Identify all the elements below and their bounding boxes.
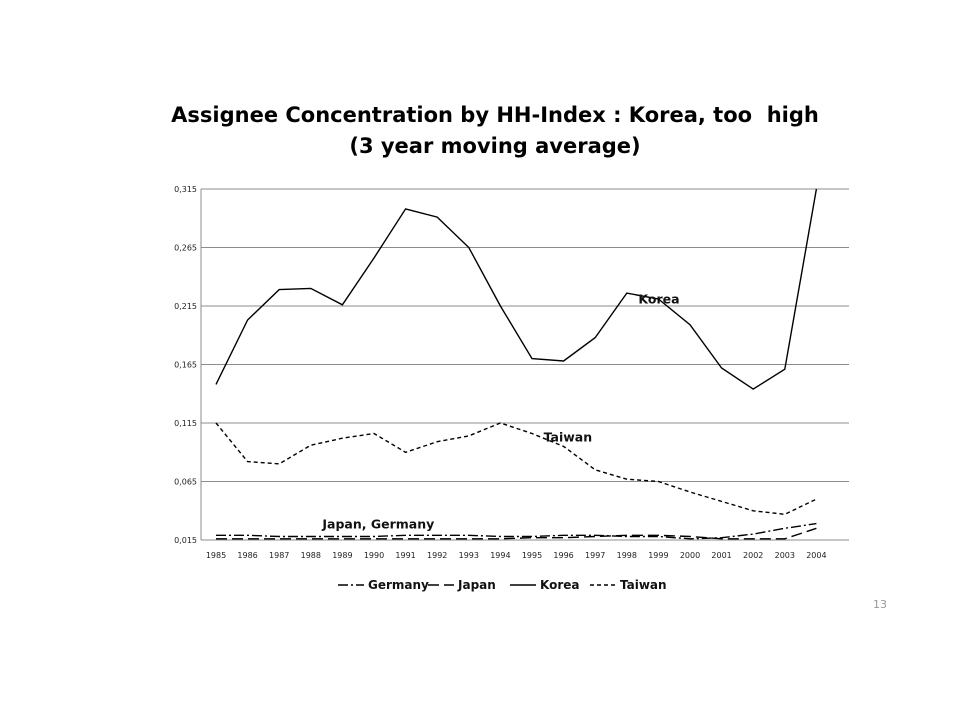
y-tick-label: 0,315 [174,185,197,194]
x-tick-label: 1988 [301,551,321,560]
x-tick-label: 1990 [364,551,384,560]
legend-label-korea: Korea [540,578,580,592]
x-tick-labels: 1985 1986 1987 1988 1989 1990 1991 1992 1993 1994… [206,551,827,560]
x-tick-label: 1985 [206,551,226,560]
series-line-japan [216,527,817,540]
page-number: 13 [873,598,887,611]
legend: Germany Japan Korea Taiwan [338,578,667,592]
y-tick-label: 0,065 [174,478,197,487]
x-tick-label: 2004 [806,551,826,560]
x-tick-label: 1989 [332,551,352,560]
x-tick-label: 2001 [711,551,731,560]
legend-label-japan: Japan [457,578,496,592]
y-tick-label: 0,015 [174,536,197,545]
legend-label-taiwan: Taiwan [620,578,667,592]
x-tick-label: 1998 [617,551,637,560]
x-tick-label: 1996 [553,551,573,560]
y-tick-label: 0,265 [174,244,197,253]
legend-label-germany: Germany [368,578,429,592]
annotation-taiwan: Taiwan [544,430,593,445]
axes [200,189,849,541]
x-tick-label: 1999 [648,551,668,560]
y-tick-label: 0,165 [174,361,197,370]
y-tick-label: 0,115 [174,419,197,428]
chart-subtitle: (3 year moving average) [349,134,641,158]
y-tick-labels: 0,015 0,065 0,115 0,165 0,215 0,265 0,315 [174,185,197,545]
x-tick-label: 1987 [269,551,289,560]
x-tick-label: 1995 [522,551,542,560]
gridlines [201,188,849,482]
annotation-japan-germany: Japan, Germany [321,516,434,531]
x-tick-label: 1986 [237,551,257,560]
x-tick-label: 1993 [459,551,479,560]
annotations: Korea Taiwan Japan, Germany [321,292,679,532]
y-tick-label: 0,215 [174,302,197,311]
x-tick-label: 1994 [490,551,510,560]
x-tick-label: 1991 [395,551,415,560]
series-line-korea [215,188,818,390]
series-line-germany [216,522,817,540]
chart-title: Assignee Concentration by HH-Index : Kor… [171,103,819,127]
x-tick-label: 1992 [427,551,447,560]
series-line-taiwan [215,422,817,516]
x-tick-label: 2000 [680,551,700,560]
x-tick-label: 2003 [775,551,795,560]
annotation-korea: Korea [638,292,679,307]
series-lines [215,188,818,540]
x-tick-label: 1997 [585,551,605,560]
x-tick-label: 2002 [743,551,763,560]
